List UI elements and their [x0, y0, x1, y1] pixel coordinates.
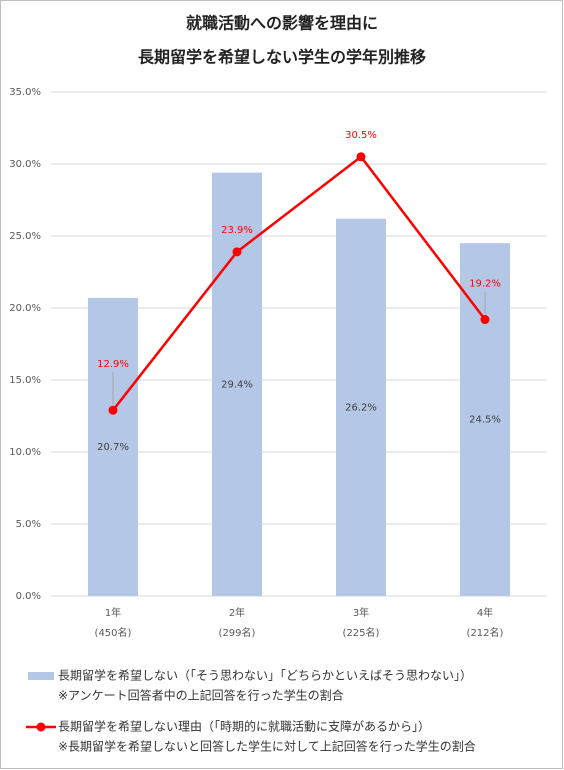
- x-tick-label: 4年: [477, 606, 493, 619]
- marker: [480, 315, 490, 325]
- x-tick-label: 1年: [105, 606, 121, 619]
- bar: [212, 172, 262, 596]
- line: [112, 155, 486, 412]
- marker: [232, 247, 242, 257]
- x-tick-label: (450名): [95, 626, 132, 639]
- data-label: 24.5%: [469, 415, 501, 426]
- y-tick-label: 30.0%: [9, 159, 41, 170]
- x-tick-label: (212名): [467, 626, 504, 639]
- legend-note: ※アンケート回答者中の上記回答を行った学生の割合: [58, 688, 344, 703]
- y-tick-label: 35.0%: [9, 87, 41, 98]
- y-tick-label: 15.0%: [9, 375, 41, 386]
- data-label: 12.9%: [97, 359, 129, 370]
- legend-swatch: [36, 722, 46, 732]
- data-label: 30.5%: [345, 130, 377, 141]
- data-label: 19.2%: [469, 279, 501, 290]
- legend-swatch: [28, 672, 54, 680]
- marker: [356, 152, 366, 162]
- y-tick-label: 20.0%: [9, 303, 41, 314]
- data-label: 26.2%: [345, 402, 377, 413]
- chart-title: 長期留学を希望しない学生の学年別推移: [138, 48, 426, 67]
- legend-note: ※長期留学を希望しないと回答した学生に対して上記回答を行った学生の割合: [58, 739, 476, 754]
- legend-label: 長期留学を希望しない（「そう思わない」「どちらかといえばそう思わない」）: [58, 668, 472, 683]
- y-tick-label: 25.0%: [9, 231, 41, 242]
- data-label: 20.7%: [97, 442, 129, 453]
- y-tick-label: 0.0%: [16, 591, 41, 602]
- x-tick-label: 3年: [353, 606, 369, 619]
- x-tick-label: (225名): [343, 626, 380, 639]
- bar: [336, 218, 386, 596]
- bar: [88, 297, 138, 596]
- x-tick-label: (299名): [219, 626, 256, 639]
- marker: [108, 405, 118, 415]
- y-tick-label: 5.0%: [16, 519, 41, 530]
- legend-label: 長期留学を希望しない理由（「時期的に就職活動に支障があるから」）: [58, 719, 430, 734]
- x-tick-label: 2年: [229, 606, 245, 619]
- data-label: 29.4%: [221, 379, 253, 390]
- y-tick-label: 10.0%: [9, 447, 41, 458]
- data-label: 23.9%: [221, 225, 253, 236]
- chart-title: 就職活動への影響を理由に: [186, 14, 378, 33]
